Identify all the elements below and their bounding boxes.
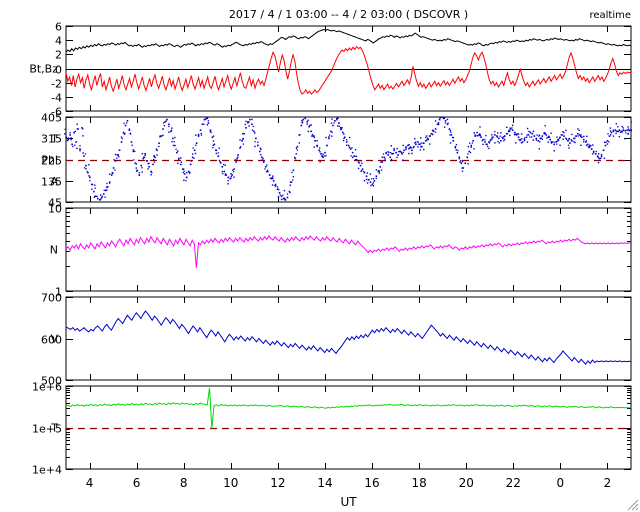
y-tick-label: 315 (41, 133, 62, 146)
panel-density: 10 1 N (48, 203, 632, 299)
series-Phi (64, 116, 632, 201)
y-tick-label: 4 (55, 35, 62, 48)
y-tick-label: 225 (41, 155, 62, 168)
y-tick-label: -6 (51, 106, 62, 119)
y-tick-label: 405 (41, 112, 62, 125)
panel-frame (65, 296, 632, 381)
panel-axis-label: T (50, 132, 58, 145)
panel-phi-angle: 405 315 225 135 45 T Phi A (41, 112, 632, 210)
y-tick-label: 1e+4 (32, 464, 62, 477)
panel-axis-label: A (50, 175, 58, 188)
x-tick-label: 22 (506, 476, 521, 490)
y-tick-label: 6 (55, 21, 62, 34)
x-tick-label: 20 (459, 476, 474, 490)
series-Bz (66, 47, 631, 94)
panel-temperature: 1e+6 1e+5 1e+4 T (32, 381, 632, 477)
y-tick-label: 2 (55, 49, 62, 62)
y-tick-label: 10 (48, 203, 62, 216)
panel-axis-label: N (50, 244, 58, 257)
panel-velocity: 700 600 500 V (41, 292, 632, 388)
x-tick-label: 10 (223, 476, 238, 490)
panel-frame (65, 116, 632, 203)
panel-axis-label: Bt,Bz (29, 63, 58, 76)
series-T (66, 388, 631, 429)
x-axis-title: UT (340, 495, 357, 509)
x-tick-label: 8 (180, 476, 188, 490)
y-tick-label: 45 (48, 197, 62, 210)
y-tick-label: 1 (55, 286, 62, 299)
x-axis: 4 6 8 10 12 14 16 18 20 22 0 2 UT (86, 476, 612, 509)
y-tick-label: 135 (41, 176, 62, 189)
x-tick-label: 6 (133, 476, 141, 490)
panel-frame (65, 207, 632, 292)
y-tick-label: 1e+5 (32, 423, 62, 436)
panel-frame (65, 385, 632, 470)
panel-frame (65, 25, 632, 112)
y-tick-label: -4 (51, 92, 62, 105)
y-tick-label: 600 (41, 334, 62, 347)
series-Bt (66, 30, 631, 53)
series-N (66, 236, 631, 268)
resize-grip-icon[interactable] (623, 495, 639, 511)
chart-title: 2017 / 4 / 1 03:00 -- 4 / 2 03:00 ( DSCO… (229, 8, 468, 21)
realtime-badge: realtime (589, 10, 631, 21)
x-tick-label: 14 (317, 476, 332, 490)
x-tick-label: 2 (604, 476, 612, 490)
y-tick-label: -2 (51, 78, 62, 91)
series-V (66, 311, 631, 364)
x-tick-label: 16 (364, 476, 379, 490)
y-tick-label: 700 (41, 292, 62, 305)
panel-bt-bz: 642 0-2-4-6 Bt,Bz (29, 21, 632, 119)
x-tick-label: 4 (86, 476, 94, 490)
x-tick-label: 0 (557, 476, 565, 490)
panel-axis-label: T (50, 422, 58, 435)
y-tick-label: 1e+6 (32, 381, 62, 394)
y-tick-label: 0 (55, 64, 62, 77)
panel-axis-label: V (50, 333, 58, 346)
panel-axis-label: Phi (41, 154, 58, 167)
x-tick-label: 18 (411, 476, 426, 490)
x-tick-label: 12 (270, 476, 285, 490)
y-tick-label: 500 (41, 375, 62, 388)
